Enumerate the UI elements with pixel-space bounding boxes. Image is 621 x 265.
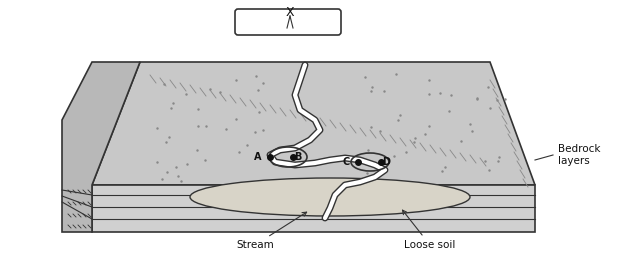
- Polygon shape: [92, 62, 535, 185]
- FancyBboxPatch shape: [235, 9, 341, 35]
- Text: Stream: Stream: [236, 212, 307, 250]
- Polygon shape: [62, 62, 140, 232]
- Text: Loose soil: Loose soil: [402, 210, 456, 250]
- Text: X: X: [286, 6, 294, 19]
- Text: D: D: [382, 157, 390, 167]
- Text: C: C: [342, 157, 350, 167]
- Text: A: A: [254, 152, 261, 162]
- Text: Bedrock
layers: Bedrock layers: [558, 144, 601, 166]
- Text: B: B: [294, 152, 302, 162]
- Polygon shape: [92, 185, 535, 232]
- Ellipse shape: [190, 178, 470, 216]
